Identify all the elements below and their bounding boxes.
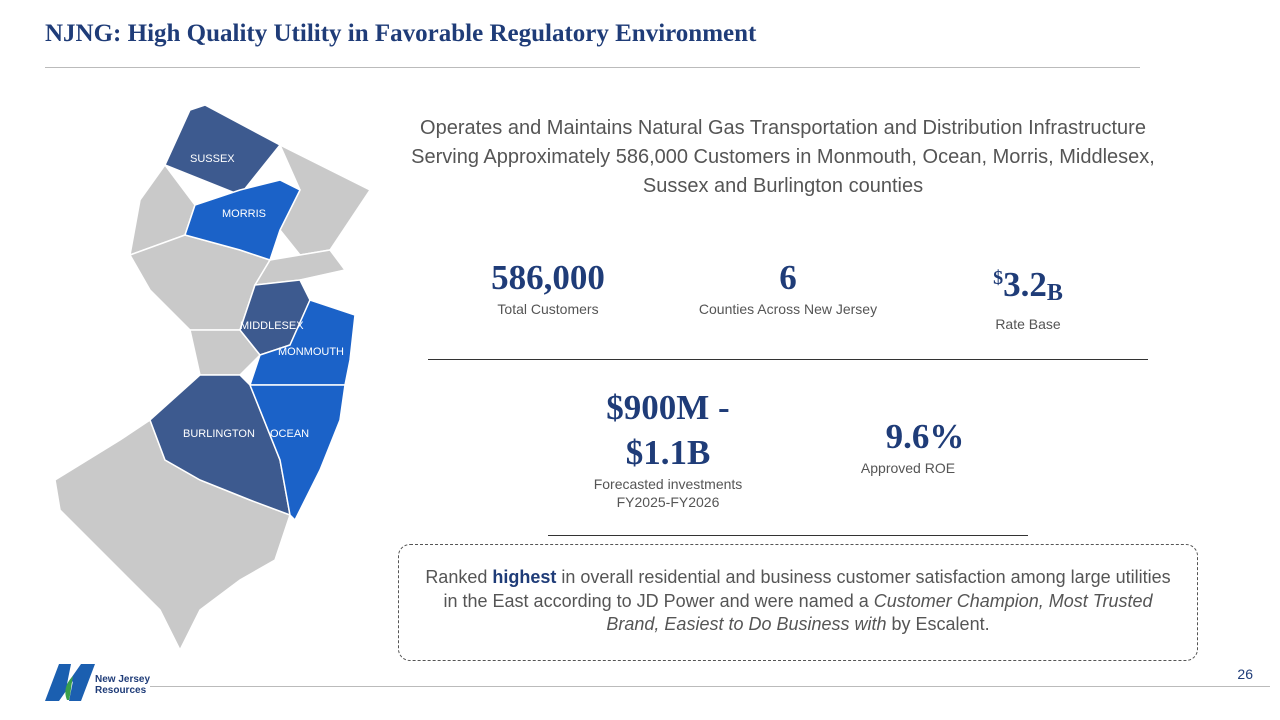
county-label: BURLINGTON	[183, 428, 255, 440]
title-rule	[45, 67, 1140, 68]
stat: 586,000 Total Customers	[448, 256, 648, 318]
callout-box: Ranked highest in overall residential an…	[398, 544, 1198, 661]
page-number: 26	[1237, 666, 1253, 682]
intro-text: Operates and Maintains Natural Gas Trans…	[411, 117, 1155, 197]
county	[149, 374, 291, 517]
stat-value: $900M - $1.1B	[606, 388, 730, 472]
stat-value: $3.2B	[928, 256, 1128, 315]
nj-map: SUSSEX MORRIS MIDDLESEX MONMOUTH BURLING…	[54, 104, 372, 652]
stat: $900M - $1.1B Forecasted investments FY2…	[568, 385, 768, 511]
callout-text: highest	[492, 567, 557, 587]
logo-text: New Jersey Resources	[95, 674, 151, 696]
slide-title: NJNG: High Quality Utility in Favorable …	[45, 20, 757, 47]
value-suffix: B	[1046, 280, 1063, 306]
stat-label: Counties Across New Jersey	[698, 301, 878, 317]
callout-text: by Escalent.	[886, 614, 990, 634]
stat-label: Approved ROE	[860, 460, 956, 476]
stat-label: Rate Base	[995, 316, 1061, 332]
callout-text: Ranked	[425, 567, 493, 587]
county	[184, 179, 302, 261]
stat: 6 Counties Across New Jersey	[668, 256, 908, 318]
stat-label: Forecasted investments FY2025-FY2026	[593, 476, 743, 510]
county-label: OCEAN	[270, 428, 309, 440]
callout-text: in overall residential and business cust…	[443, 567, 1171, 611]
logo-mark	[45, 664, 95, 701]
stat-value: 586,000	[491, 258, 605, 297]
county-label: MIDDLESEX	[240, 320, 304, 332]
stat: 9.6% Approved ROE	[825, 415, 1025, 477]
stat-label: Total Customers	[497, 301, 599, 317]
footer-rule	[150, 686, 1270, 687]
county	[189, 329, 262, 376]
value-number: 3.2	[1003, 265, 1047, 304]
county	[248, 384, 346, 522]
county-label: MORRIS	[222, 208, 266, 220]
county	[163, 104, 282, 196]
county-label: SUSSEX	[190, 153, 235, 165]
county-label: MONMOUTH	[278, 346, 344, 358]
county	[248, 299, 356, 386]
stat: $3.2B Rate Base	[928, 256, 1128, 333]
callout-text: Customer Champion, Most Trusted Brand, E…	[606, 590, 1153, 635]
value-prefix: $	[993, 267, 1004, 289]
divider	[428, 359, 1148, 360]
stat-value: 6	[779, 258, 797, 297]
divider	[548, 535, 1028, 536]
stat-value: 9.6%	[885, 417, 965, 456]
